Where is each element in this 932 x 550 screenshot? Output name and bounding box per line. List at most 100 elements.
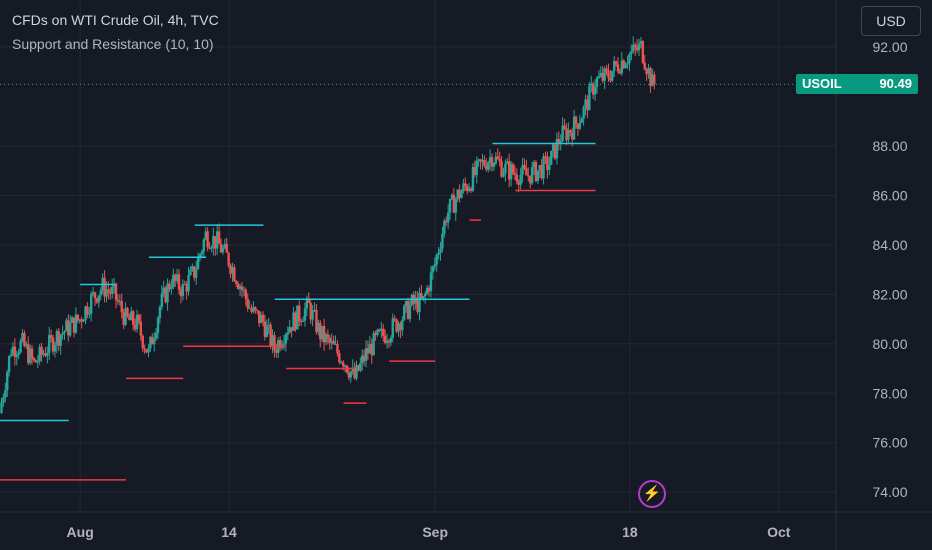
candle-body xyxy=(645,69,648,75)
candle xyxy=(187,267,190,296)
candle xyxy=(399,321,402,339)
candle xyxy=(551,142,555,158)
candle xyxy=(63,330,66,340)
candle-body xyxy=(418,293,421,312)
candle xyxy=(196,252,200,270)
candle-body xyxy=(214,236,217,249)
candle xyxy=(175,268,179,284)
candle xyxy=(254,306,257,314)
candle-body xyxy=(170,287,173,290)
x-tick-label: Aug xyxy=(67,524,94,540)
candle-body xyxy=(124,308,127,325)
candle xyxy=(124,302,127,327)
candle xyxy=(27,336,30,366)
candle-body xyxy=(389,337,393,343)
candle xyxy=(126,306,129,318)
candle-body xyxy=(588,85,591,111)
candle-body xyxy=(506,161,509,164)
candle xyxy=(460,189,463,199)
candle-body xyxy=(460,191,463,199)
candle xyxy=(649,66,652,93)
candle-body xyxy=(32,358,36,361)
currency-button[interactable]: USD xyxy=(861,6,921,36)
candle-body xyxy=(424,293,427,297)
candle xyxy=(431,265,435,280)
y-tick-label: 86.00 xyxy=(872,187,907,203)
candle xyxy=(523,158,526,171)
candle xyxy=(368,335,372,354)
candle xyxy=(160,285,164,311)
candle xyxy=(271,329,274,354)
candle-body xyxy=(204,231,207,240)
candle-body xyxy=(546,156,549,170)
candle-body xyxy=(25,344,28,347)
candle-body xyxy=(177,274,181,290)
candle-body xyxy=(338,353,341,363)
candle-body xyxy=(372,333,375,356)
candle-body xyxy=(641,41,645,63)
candle xyxy=(40,342,43,362)
candle xyxy=(429,265,433,298)
candle-body xyxy=(59,334,62,346)
candle-body xyxy=(542,156,545,179)
candle xyxy=(65,318,68,332)
candle xyxy=(435,253,438,272)
candle xyxy=(597,70,601,79)
candle-body xyxy=(450,194,454,199)
candle xyxy=(508,153,511,188)
candle-body xyxy=(368,344,372,354)
lightning-bolt-icon[interactable]: ⚡ xyxy=(638,480,666,508)
candle-body xyxy=(221,248,225,253)
candle xyxy=(464,177,467,191)
candle-body xyxy=(347,372,351,378)
candle-body xyxy=(403,305,406,320)
candle-body xyxy=(74,314,78,333)
candle-body xyxy=(95,298,99,303)
candle-body xyxy=(223,243,227,249)
candle xyxy=(250,304,253,314)
candle-body xyxy=(208,247,211,249)
candle xyxy=(296,305,299,330)
candle xyxy=(448,198,452,220)
candle xyxy=(80,316,83,329)
candle-body xyxy=(151,336,154,345)
candle-body xyxy=(561,125,564,142)
candle-body xyxy=(591,83,595,95)
candle xyxy=(257,310,261,327)
x-tick-label: 18 xyxy=(622,524,638,540)
candle xyxy=(183,280,186,285)
candle xyxy=(141,334,144,353)
candle-body xyxy=(632,44,635,52)
candle xyxy=(637,38,641,57)
candle xyxy=(4,382,7,403)
candle xyxy=(90,291,93,322)
candle-body xyxy=(437,252,440,255)
candle-body xyxy=(93,292,97,299)
candle xyxy=(32,356,36,363)
candle xyxy=(506,157,509,165)
candle-body xyxy=(597,76,601,78)
candle xyxy=(139,313,143,341)
candle-body xyxy=(607,70,610,78)
candle xyxy=(227,251,230,269)
candle-body xyxy=(278,340,282,348)
candle xyxy=(315,304,318,335)
candle xyxy=(130,306,133,321)
candle-body xyxy=(275,350,278,353)
candle-body xyxy=(574,116,578,124)
candle xyxy=(116,294,120,305)
candle-body xyxy=(143,348,146,350)
candle xyxy=(639,36,643,49)
candle-body xyxy=(485,165,488,170)
candle-body xyxy=(227,252,230,266)
candle xyxy=(366,340,370,360)
indicator-label[interactable]: Support and Resistance (10, 10) xyxy=(12,36,214,52)
candle-body xyxy=(65,320,68,332)
candle xyxy=(166,278,169,311)
candle-body xyxy=(265,326,269,337)
candle xyxy=(469,186,473,194)
candle xyxy=(630,44,633,61)
candle-body xyxy=(362,355,366,362)
candle-body xyxy=(353,367,356,379)
